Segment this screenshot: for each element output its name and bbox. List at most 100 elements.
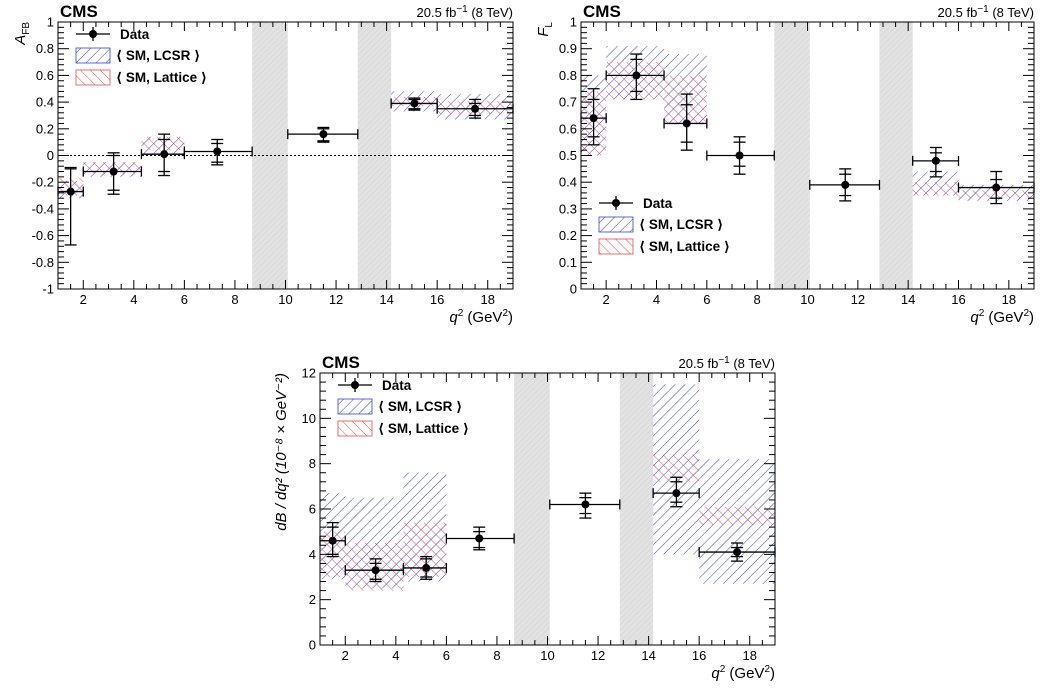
y-tick-label: 4 (309, 547, 316, 562)
x-tick-label: 18 (1002, 292, 1016, 307)
y-tick-label: 0 (47, 148, 54, 163)
x-tick-label: 2 (342, 648, 349, 663)
x-tick-label: 10 (278, 292, 292, 307)
sm-lattice-band (912, 182, 959, 196)
experiment-label: CMS (583, 2, 621, 21)
legend-data-label: Data (382, 378, 412, 393)
lumi-label: 20.5 fb−1 (8 TeV) (679, 355, 775, 371)
y-tick-label: 0.2 (36, 121, 54, 136)
data-point (549, 492, 621, 519)
x-tick-label: 4 (653, 292, 660, 307)
data-point (390, 97, 438, 111)
y-tick-label: 0.3 (559, 201, 577, 216)
x-tick-label: 4 (392, 648, 399, 663)
sm-lattice-band (606, 62, 665, 100)
data-point (287, 126, 359, 143)
data-point (82, 152, 143, 195)
y-tick-label: -0.6 (32, 228, 54, 243)
excluded-region-1 (774, 22, 810, 289)
x-tick-label: 16 (692, 648, 706, 663)
y-tick-label: 0.6 (36, 68, 54, 83)
x-tick-label: 10 (540, 648, 554, 663)
y-tick-label: -0.4 (32, 201, 54, 216)
x-tick-label: 14 (379, 292, 393, 307)
x-tick-label: 2 (603, 292, 610, 307)
y-tick-label: 12 (302, 366, 316, 381)
x-tick-label: 12 (851, 292, 865, 307)
x-tick-label: 6 (443, 648, 450, 663)
experiment-label: CMS (60, 2, 98, 21)
x-tick-label: 6 (703, 292, 710, 307)
y-tick-label: 0.4 (36, 95, 54, 110)
x-axis-label: q2 (GeV2) (970, 308, 1034, 326)
data-point (605, 53, 665, 101)
x-tick-label: 12 (591, 648, 605, 663)
x-tick-label: 10 (800, 292, 814, 307)
x-tick-label: 4 (130, 292, 137, 307)
y-tick-label: 0.9 (559, 41, 577, 56)
data-point (319, 521, 346, 558)
y-tick-label: 8 (309, 456, 316, 471)
y-tick-label: 0 (309, 638, 316, 653)
sm-lattice-band (664, 75, 707, 124)
legend-lattice-label: ⟨ SM, Lattice ⟩ (378, 421, 469, 436)
x-tick-label: 14 (641, 648, 655, 663)
y-tick-label: 10 (302, 411, 316, 426)
data-point (57, 166, 84, 246)
legend-lattice-label: ⟨ SM, Lattice ⟩ (639, 239, 730, 254)
y-tick-label: 0.8 (559, 68, 577, 83)
y-tick-label: 2 (309, 592, 316, 607)
experiment-label: CMS (322, 353, 360, 372)
panel-2: 2 4 6 8 10 12 14 16 18 0 0.1 0.2 0.3 0.4 0.5 0.6 0.7 0.8 0… (535, 2, 1035, 326)
sm-lattice-band (699, 506, 775, 525)
data-point (140, 133, 186, 177)
data-point (957, 170, 1035, 205)
legend-data-label: Data (120, 27, 150, 42)
lumi-label: 20.5 fb−1 (8 TeV) (938, 4, 1034, 20)
data-point (402, 555, 448, 580)
y-tick-label: 0.6 (559, 121, 577, 136)
data-point (706, 136, 775, 175)
legend-lcsr-label: ⟨ SM, LCSR ⟩ (639, 217, 723, 232)
data-point (809, 168, 881, 202)
data-point (183, 138, 253, 166)
y-tick-label: 6 (309, 502, 316, 517)
y-axis-label: AFB (12, 22, 32, 46)
data-point (436, 98, 514, 119)
x-tick-label: 18 (742, 648, 756, 663)
excluded-region-1 (514, 373, 550, 645)
legend-lcsr-label: ⟨ SM, LCSR ⟩ (116, 48, 200, 63)
data-point (580, 88, 607, 146)
x-tick-label: 2 (80, 292, 87, 307)
data-point (344, 558, 405, 583)
y-tick-label: 0.4 (559, 175, 577, 190)
data-point (912, 146, 960, 178)
panel-1: 2 4 6 8 10 12 14 16 18 -1 -0.8 -0.6 -0.4 -0.2 0 0.2 0.4 0… (12, 2, 514, 326)
x-tick-label: 16 (430, 292, 444, 307)
legend: Data ⟨ SM, LCSR ⟩ ⟨ SM, Lattice ⟩ (598, 196, 730, 255)
x-tick-label: 14 (901, 292, 915, 307)
x-axis-label: q2 (GeV2) (711, 664, 775, 682)
sm-lattice-band (141, 136, 185, 151)
y-tick-label: 0.1 (559, 255, 577, 270)
panel-3: 2 4 6 8 10 12 14 16 18 0 2 4 6 8 10 12 CMS 20.5 fb−1 (8 T… (273, 353, 776, 682)
x-tick-label: 8 (754, 292, 761, 307)
excluded-region-2 (879, 22, 913, 289)
legend: Data ⟨ SM, LCSR ⟩ ⟨ SM, Lattice ⟩ (75, 27, 207, 86)
data-point (445, 526, 515, 551)
y-tick-label: 1 (47, 15, 54, 30)
x-tick-label: 16 (951, 292, 965, 307)
data-point (663, 93, 708, 151)
y-tick-label: 0.2 (559, 228, 577, 243)
x-tick-label: 8 (493, 648, 500, 663)
y-tick-label: 0.8 (36, 41, 54, 56)
legend-lattice-label: ⟨ SM, Lattice ⟩ (116, 70, 207, 85)
y-tick-label: -0.2 (32, 175, 54, 190)
data-point (652, 476, 700, 508)
y-tick-label: 0.5 (559, 148, 577, 163)
y-tick-label: -1 (42, 282, 54, 297)
legend: Data ⟨ SM, LCSR ⟩ ⟨ SM, Lattice ⟩ (337, 378, 469, 437)
y-tick-label: -0.8 (32, 255, 54, 270)
legend-lcsr-label: ⟨ SM, LCSR ⟩ (378, 399, 462, 414)
